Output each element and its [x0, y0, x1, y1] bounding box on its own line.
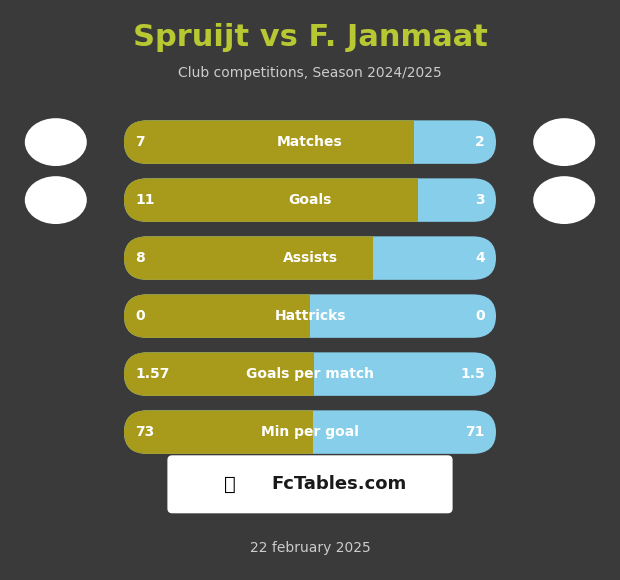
Text: 0: 0: [135, 309, 145, 323]
Bar: [124, 237, 373, 280]
Text: 1.57: 1.57: [135, 367, 169, 381]
FancyBboxPatch shape: [124, 352, 496, 396]
Text: 71: 71: [466, 425, 485, 439]
Bar: [124, 411, 312, 454]
Text: 8: 8: [135, 251, 145, 265]
Text: 1.5: 1.5: [460, 367, 485, 381]
FancyBboxPatch shape: [124, 121, 496, 164]
FancyBboxPatch shape: [124, 179, 496, 222]
FancyBboxPatch shape: [124, 294, 496, 338]
Text: 3: 3: [475, 193, 485, 207]
Text: Spruijt vs F. Janmaat: Spruijt vs F. Janmaat: [133, 23, 487, 52]
Text: 11: 11: [135, 193, 154, 207]
Text: Matches: Matches: [277, 135, 343, 149]
Text: 73: 73: [135, 425, 154, 439]
FancyBboxPatch shape: [124, 352, 496, 396]
Bar: [124, 294, 310, 338]
Text: 📊: 📊: [224, 475, 236, 494]
Bar: [124, 121, 414, 164]
Bar: [124, 352, 314, 396]
Text: FcTables.com: FcTables.com: [271, 475, 406, 494]
Text: Assists: Assists: [283, 251, 337, 265]
Ellipse shape: [25, 176, 87, 224]
Text: 4: 4: [475, 251, 485, 265]
Ellipse shape: [533, 118, 595, 166]
Ellipse shape: [25, 118, 87, 166]
Text: Goals: Goals: [288, 193, 332, 207]
Text: 2: 2: [475, 135, 485, 149]
Bar: [124, 179, 418, 222]
Text: Min per goal: Min per goal: [261, 425, 359, 439]
FancyBboxPatch shape: [124, 411, 496, 454]
Text: Goals per match: Goals per match: [246, 367, 374, 381]
FancyBboxPatch shape: [124, 411, 496, 454]
Ellipse shape: [533, 176, 595, 224]
FancyBboxPatch shape: [124, 237, 496, 280]
FancyBboxPatch shape: [124, 237, 496, 280]
FancyBboxPatch shape: [124, 121, 496, 164]
Text: 7: 7: [135, 135, 145, 149]
Text: Club competitions, Season 2024/2025: Club competitions, Season 2024/2025: [178, 66, 442, 79]
Text: Hattricks: Hattricks: [274, 309, 346, 323]
Text: 0: 0: [475, 309, 485, 323]
FancyBboxPatch shape: [124, 179, 496, 222]
FancyBboxPatch shape: [167, 455, 453, 513]
Text: 22 february 2025: 22 february 2025: [250, 541, 370, 555]
FancyBboxPatch shape: [124, 294, 496, 338]
